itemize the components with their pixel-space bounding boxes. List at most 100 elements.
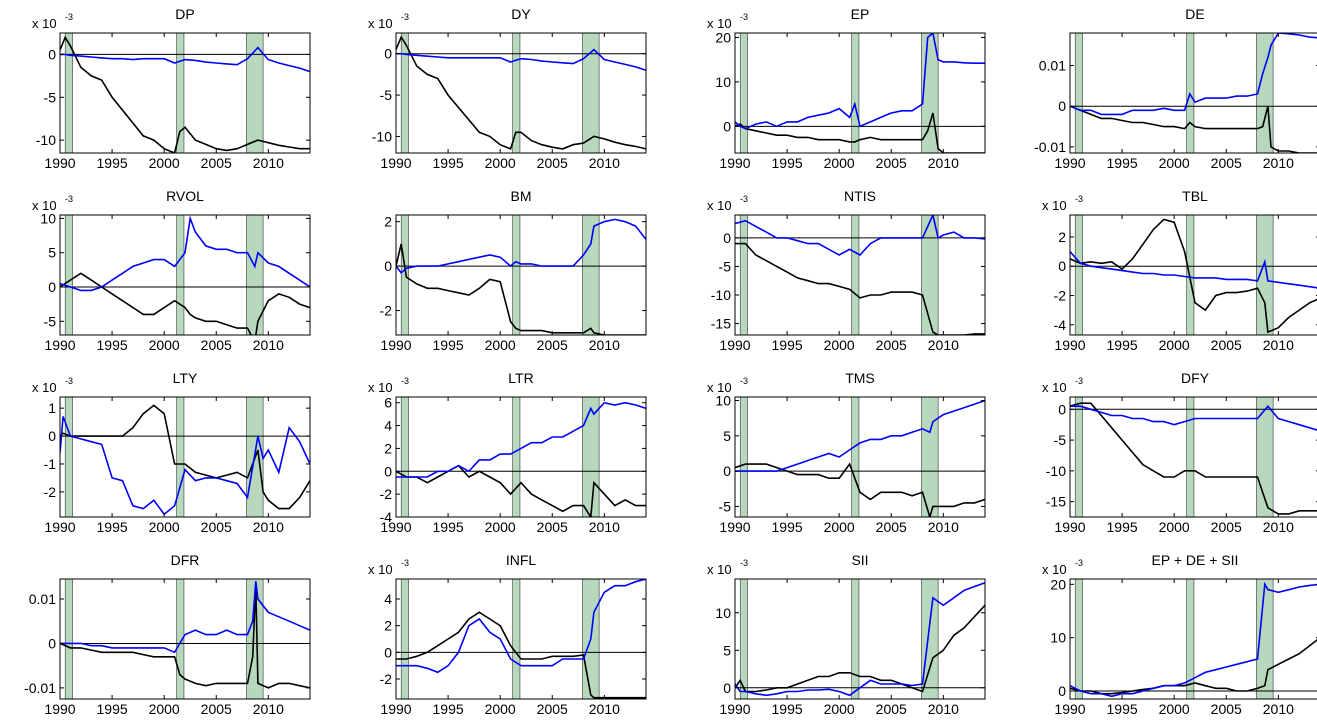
y-tick-label: 0 [384, 644, 392, 660]
y-tick-label: 5 [48, 245, 56, 261]
x-tick-label: 2000 [149, 701, 180, 717]
x-tick-label: 1995 [772, 337, 803, 353]
series-line-blue [396, 48, 646, 71]
scale-exponent: -3 [1075, 558, 1083, 568]
x-tick-label: 1990 [44, 337, 75, 353]
x-tick-label: 1995 [772, 701, 803, 717]
y-tick-label: 10 [40, 210, 56, 226]
subplot-title: TMS [845, 370, 875, 386]
x-tick-label: 2000 [1159, 519, 1190, 535]
series-line-black [60, 585, 310, 689]
recession-band [176, 214, 185, 336]
recession-band [1074, 214, 1083, 336]
y-tick-label: 0 [723, 680, 731, 696]
series-line-blue [60, 581, 310, 654]
series-line-black [1070, 105, 1317, 153]
series-line-blue [735, 582, 985, 697]
series-line-blue [1070, 404, 1317, 431]
x-tick-label: 2000 [824, 701, 855, 717]
scale-exponent: -3 [65, 194, 73, 204]
scale-label: x 10 [32, 198, 57, 213]
axes-frame [734, 396, 986, 518]
x-tick-label: 2010 [589, 701, 620, 717]
series-line-blue [60, 215, 310, 292]
subplot-title: INFL [506, 552, 537, 568]
x-tick-label: 1990 [1054, 155, 1085, 171]
y-tick-label: -10 [711, 287, 731, 303]
subplot-ntis: 1990 1995 2000 2005 2010 0 -5 -10 -15 NTIS x 10 -3 [707, 188, 986, 353]
subplot-title: DFY [1181, 370, 1210, 386]
x-tick-label: 1990 [719, 337, 750, 353]
y-tick-label: 0.01 [29, 591, 56, 607]
recession-band [739, 32, 748, 154]
x-tick-label: 2005 [201, 337, 232, 353]
series-line-black [1070, 638, 1317, 695]
x-tick-label: 1990 [380, 701, 411, 717]
x-tick-label: 2000 [485, 701, 516, 717]
x-tick-label: 2005 [876, 155, 907, 171]
x-tick-label: 1990 [44, 701, 75, 717]
x-tick-label: 2010 [253, 337, 284, 353]
series-line-black [735, 242, 985, 335]
axes-frame [734, 214, 986, 336]
series-line-blue [735, 33, 985, 130]
series-line-black [396, 611, 646, 699]
x-tick-label: 2010 [928, 519, 959, 535]
y-tick-label: 2 [1058, 229, 1066, 245]
subplot-dfr: 1990 1995 2000 2005 2010 0.01 0 -0.01 DFR [24, 552, 311, 717]
scale-exponent: -3 [1075, 194, 1083, 204]
recession-band [739, 214, 748, 336]
scale-label: x 10 [1042, 198, 1067, 213]
y-tick-label: -10 [36, 132, 56, 148]
x-tick-label: 2005 [537, 155, 568, 171]
x-tick-label: 1995 [1107, 337, 1138, 353]
y-tick-label: -0.01 [1034, 139, 1066, 155]
y-tick-label: -10 [1046, 463, 1066, 479]
x-tick-label: 1990 [719, 155, 750, 171]
y-tick-label: -5 [1054, 432, 1067, 448]
x-tick-label: 1995 [433, 155, 464, 171]
y-tick-label: 6 [384, 395, 392, 411]
x-tick-label: 2005 [201, 155, 232, 171]
x-tick-label: 2005 [876, 337, 907, 353]
subplot-rvol: 1990 1995 2000 2005 2010 10 5 0 -5 RVOL x 10 -3 [32, 188, 311, 353]
x-tick-label: 2010 [589, 337, 620, 353]
scale-label: x 10 [707, 562, 732, 577]
y-tick-label: -10 [372, 128, 392, 144]
y-tick-label: 2 [384, 214, 392, 230]
scale-exponent: -3 [740, 194, 748, 204]
recession-band [512, 578, 521, 700]
y-tick-label: 20 [1050, 576, 1066, 592]
y-tick-label: 10 [1050, 630, 1066, 646]
x-tick-label: 2010 [928, 155, 959, 171]
x-tick-label: 1990 [1054, 701, 1085, 717]
series-line-black [735, 462, 985, 517]
x-tick-label: 2010 [928, 337, 959, 353]
recession-band [582, 396, 600, 518]
y-tick-label: 10 [715, 74, 731, 90]
x-tick-label: 2000 [149, 155, 180, 171]
scale-exponent: -3 [65, 12, 73, 22]
x-tick-label: 2005 [537, 701, 568, 717]
subplot-tbl: 1990 1995 2000 2005 2010 2 0 -2 -4 TBL x 10 -3 [1042, 188, 1317, 353]
x-tick-label: 1995 [97, 155, 128, 171]
scale-exponent: -3 [401, 376, 409, 386]
x-tick-label: 1990 [1054, 337, 1085, 353]
y-tick-label: 20 [715, 29, 731, 45]
subplot-title: LTR [508, 370, 533, 386]
x-tick-label: 2010 [1263, 155, 1294, 171]
x-tick-label: 2005 [1211, 155, 1242, 171]
x-tick-label: 1995 [772, 155, 803, 171]
x-tick-label: 2000 [824, 519, 855, 535]
y-tick-label: 0 [384, 258, 392, 274]
recession-band [1186, 32, 1195, 154]
series-line-blue [396, 218, 646, 274]
series-line-blue [396, 401, 646, 478]
x-tick-label: 2000 [149, 337, 180, 353]
subplot-title: DFR [171, 552, 200, 568]
recession-band [851, 396, 860, 518]
y-tick-label: -5 [44, 313, 57, 329]
x-tick-label: 1990 [380, 155, 411, 171]
y-tick-label: -5 [719, 258, 732, 274]
